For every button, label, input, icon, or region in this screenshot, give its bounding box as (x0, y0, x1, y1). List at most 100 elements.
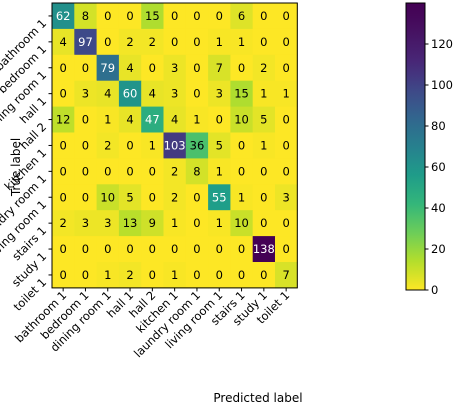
cell-value-label: 13 (123, 216, 138, 230)
cell-value-label: 0 (59, 87, 66, 101)
heatmap-cell (230, 158, 254, 185)
heatmap-cell (163, 262, 187, 289)
heatmap-cell (208, 132, 231, 159)
heatmap-cell (185, 28, 209, 56)
cell-value-label: 79 (100, 61, 115, 75)
cell-value-label: 47 (145, 113, 160, 127)
heatmap-cell (96, 158, 120, 185)
cell-value-label: 0 (238, 164, 245, 178)
heatmap-cell (74, 262, 97, 289)
cell-value-label: 1 (238, 190, 245, 204)
heatmap-cell (52, 210, 75, 237)
heatmap-cell (230, 236, 254, 263)
heatmap-cell (141, 54, 164, 82)
cell-value-label: 138 (253, 242, 275, 256)
heatmap-cell (118, 262, 142, 289)
heatmap-cell (185, 132, 209, 159)
heatmap-cell (74, 236, 97, 263)
heatmap-cell (141, 262, 164, 289)
heatmap-cell (208, 54, 231, 82)
cell-value-label: 55 (212, 190, 227, 204)
cell-value-label: 0 (59, 242, 66, 256)
cell-value-label: 2 (59, 216, 66, 230)
heatmap-cell (52, 184, 75, 211)
heatmap-cell (230, 3, 254, 30)
cell-value-label: 0 (238, 268, 245, 282)
heatmap-cell (163, 132, 187, 159)
cell-value-label: 103 (164, 138, 186, 152)
cell-value-label: 0 (104, 35, 111, 49)
cell-value-label: 0 (282, 138, 289, 152)
heatmap-cell (118, 54, 142, 82)
heatmap-cell (252, 210, 276, 237)
heatmap-cell (74, 158, 97, 185)
heatmap-cell (230, 184, 254, 211)
heatmap-cell (96, 210, 120, 237)
cell-value-label: 0 (149, 268, 156, 282)
cell-value-label: 0 (59, 268, 66, 282)
cell-value-label: 3 (82, 87, 89, 101)
cell-value-label: 0 (171, 9, 178, 23)
heatmap-cell (163, 54, 187, 82)
cell-value-label: 1 (216, 35, 223, 49)
heatmap-cell (118, 3, 142, 30)
heatmap-cell (208, 210, 231, 237)
cell-value-label: 12 (56, 113, 71, 127)
cell-value-label: 0 (193, 87, 200, 101)
cell-value-label: 0 (216, 268, 223, 282)
heatmap-cell (163, 210, 187, 237)
cell-value-label: 1 (104, 113, 111, 127)
heatmap-cell (74, 184, 97, 211)
cell-value-label: 0 (216, 242, 223, 256)
heatmap-cell (185, 3, 209, 30)
heatmap-cell (230, 28, 254, 56)
cell-value-label: 2 (260, 61, 267, 75)
heatmap-cell (96, 236, 120, 263)
heatmap-cell (163, 80, 187, 107)
cell-value-label: 0 (193, 216, 200, 230)
heatmap-cell (52, 54, 75, 82)
cell-value-label: 1 (193, 113, 200, 127)
colorbar-tick-label: 120 (431, 37, 453, 51)
heatmap-cell (118, 28, 142, 56)
cell-value-label: 0 (193, 35, 200, 49)
cell-value-label: 0 (216, 113, 223, 127)
cell-value-label: 10 (234, 216, 249, 230)
y-axis-title: True label (9, 138, 23, 197)
cell-value-label: 0 (282, 164, 289, 178)
cell-value-label: 1 (171, 216, 178, 230)
colorbar-tick-label: 60 (431, 160, 446, 174)
cell-value-label: 5 (260, 113, 267, 127)
cell-value-label: 0 (260, 9, 267, 23)
heatmap-cell (252, 236, 276, 263)
colorbar-ticks: 0 20 40 60 80 100 120 (425, 37, 453, 297)
cell-value-label: 4 (126, 113, 133, 127)
cell-value-label: 0 (104, 164, 111, 178)
cell-value-label: 6 (238, 9, 245, 23)
cell-value-label: 0 (260, 268, 267, 282)
cell-value-label: 2 (171, 164, 178, 178)
heatmap-cell (118, 210, 142, 237)
heatmap-cell (275, 262, 298, 289)
cell-value-label: 3 (82, 216, 89, 230)
cell-value-label: 0 (82, 190, 89, 204)
cell-value-label: 8 (82, 9, 89, 23)
colorbar-tick-label: 80 (431, 119, 446, 133)
cell-value-label: 0 (104, 9, 111, 23)
colorbar-tick-label: 100 (431, 78, 453, 92)
cell-value-label: 0 (282, 113, 289, 127)
heatmap-cell (141, 28, 164, 56)
cell-value-label: 15 (145, 9, 160, 23)
heatmap-cell (118, 158, 142, 185)
cell-value-label: 62 (56, 9, 71, 23)
heatmap-cell (52, 28, 75, 56)
cell-value-label: 2 (149, 35, 156, 49)
cell-value-label: 1 (216, 216, 223, 230)
heatmap-cell (185, 80, 209, 107)
cell-value-label: 0 (82, 138, 89, 152)
heatmap-cell (141, 132, 164, 159)
heatmap-cell (141, 106, 164, 133)
cell-value-label: 10 (100, 190, 115, 204)
